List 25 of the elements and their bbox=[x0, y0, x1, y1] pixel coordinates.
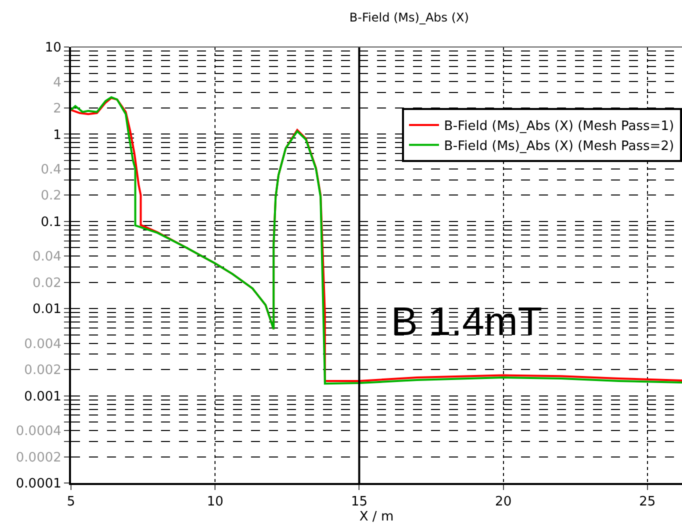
y-tick-label: 0.4 bbox=[40, 162, 62, 178]
y-tick-label: 0.1 bbox=[40, 214, 62, 230]
legend-label: B-Field (Ms)_Abs (X) (Mesh Pass=1) bbox=[444, 119, 674, 134]
y-tick-label: 10 bbox=[44, 40, 62, 56]
legend-label: B-Field (Ms)_Abs (X) (Mesh Pass=2) bbox=[444, 138, 674, 154]
y-tick-label: 2 bbox=[53, 102, 62, 116]
y-tick-label: 0.01 bbox=[32, 302, 62, 318]
y-tick-label: 0.002 bbox=[24, 363, 62, 378]
x-axis-title: X / m bbox=[359, 510, 394, 525]
y-tick-label: 0.004 bbox=[24, 336, 62, 352]
x-tick-label: 20 bbox=[495, 494, 512, 510]
x-tick-label: 10 bbox=[206, 494, 224, 510]
y-tick-label: 4 bbox=[53, 75, 62, 90]
y-tick-label: 0.2 bbox=[40, 188, 62, 204]
y-tick-label: 0.001 bbox=[24, 389, 62, 404]
y-tick-label: 0.04 bbox=[32, 250, 62, 265]
y-tick-label: 1 bbox=[53, 128, 62, 143]
x-tick-label: 5 bbox=[66, 494, 76, 510]
y-tick-label: 0.0004 bbox=[16, 424, 62, 440]
y-tick-label: 0.0001 bbox=[16, 476, 62, 492]
y-tick-label: 0.02 bbox=[32, 276, 62, 291]
x-tick-label: 15 bbox=[350, 494, 368, 510]
chart-title: B-Field (Ms)_Abs (X) bbox=[349, 10, 469, 25]
x-tick-label: 25 bbox=[639, 494, 656, 510]
y-tick-label: 0.0002 bbox=[16, 450, 62, 466]
